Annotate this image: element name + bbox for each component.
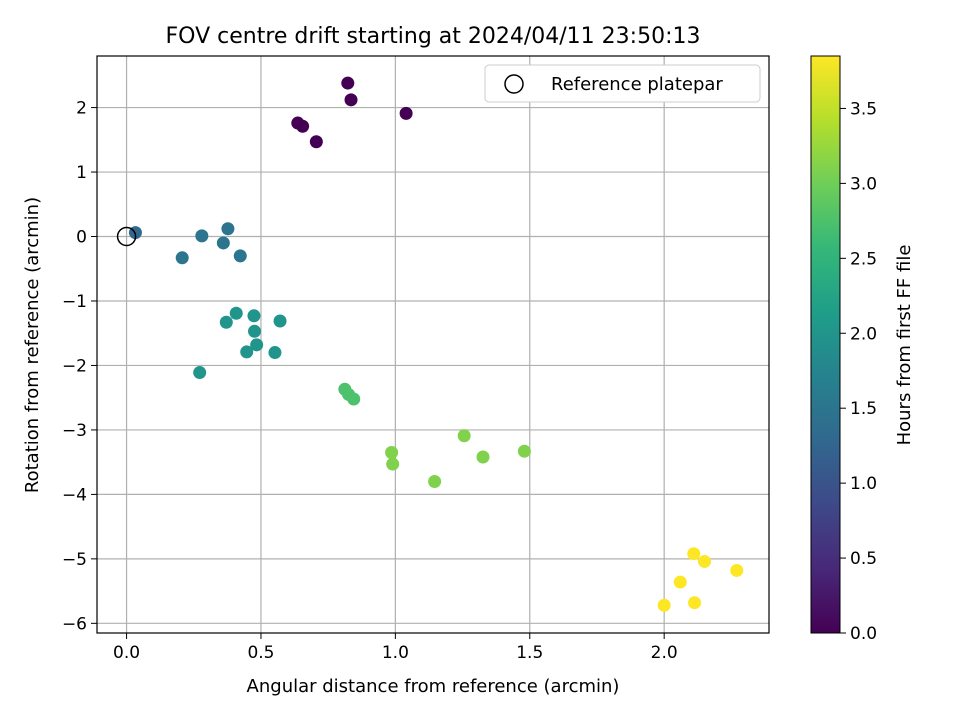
x-tick-label-1: 0.5 bbox=[247, 643, 274, 663]
colorbar-tick-label-2: 1.0 bbox=[850, 474, 877, 494]
colorbar-ticks: 0.0 0.5 1.0 1.5 2.0 2.5 3.0 3.5 bbox=[840, 99, 877, 644]
x-tick-label-4: 2.0 bbox=[651, 643, 678, 663]
data-point-8 bbox=[221, 222, 235, 236]
colorbar-tick-label-6: 3.0 bbox=[850, 174, 877, 194]
colorbar-tick-label-7: 3.5 bbox=[850, 99, 877, 119]
x-tick-label-3: 1.5 bbox=[516, 643, 543, 663]
data-point-0 bbox=[341, 76, 355, 90]
y-tick-label-4: −2 bbox=[62, 356, 87, 376]
data-point-9 bbox=[216, 236, 230, 250]
legend: Reference platepar bbox=[484, 64, 761, 103]
x-tick-label-0: 0.0 bbox=[113, 643, 140, 663]
data-point-20 bbox=[193, 366, 207, 380]
data-point-23 bbox=[347, 392, 361, 406]
y-tick-label-8: 2 bbox=[76, 99, 87, 119]
data-point-12 bbox=[229, 306, 243, 320]
y-tick-label-1: −5 bbox=[62, 550, 87, 570]
y-axis-ticks: −6 −5 −4 −3 −2 −1 0 1 2 bbox=[62, 99, 97, 634]
data-point-34 bbox=[688, 596, 702, 610]
data-point-28 bbox=[476, 450, 490, 464]
data-point-14 bbox=[247, 309, 261, 323]
y-tick-label-2: −4 bbox=[62, 485, 87, 505]
data-point-10 bbox=[175, 251, 189, 265]
data-point-11 bbox=[233, 249, 247, 263]
data-point-33 bbox=[673, 575, 687, 589]
data-point-32 bbox=[730, 563, 744, 577]
y-tick-label-3: −3 bbox=[62, 421, 87, 441]
data-point-16 bbox=[273, 314, 287, 328]
grid-lines bbox=[97, 56, 769, 633]
chart-title: FOV centre drift starting at 2024/04/11 … bbox=[166, 24, 701, 49]
data-point-27 bbox=[457, 429, 471, 443]
x-axis-ticks: 0.0 0.5 1.0 1.5 2.0 bbox=[113, 633, 678, 663]
data-point-25 bbox=[386, 457, 400, 471]
data-point-18 bbox=[240, 345, 254, 359]
data-point-17 bbox=[250, 338, 264, 352]
y-axis-label: Rotation from reference (arcmin) bbox=[22, 197, 43, 493]
data-point-5 bbox=[309, 135, 323, 149]
data-point-1 bbox=[344, 93, 358, 107]
colorbar bbox=[810, 55, 841, 634]
data-point-19 bbox=[268, 346, 282, 360]
colorbar-tick-label-0: 0.0 bbox=[850, 624, 877, 644]
reference-marker bbox=[116, 226, 137, 247]
data-point-31 bbox=[697, 554, 711, 568]
data-point-4 bbox=[296, 119, 310, 133]
data-points bbox=[128, 76, 744, 612]
colorbar-tick-label-5: 2.5 bbox=[850, 249, 877, 269]
colorbar-tick-label-4: 2.0 bbox=[850, 324, 877, 344]
plot-frame bbox=[96, 55, 770, 634]
data-point-26 bbox=[428, 474, 442, 488]
legend-box bbox=[484, 64, 761, 103]
legend-marker bbox=[504, 74, 524, 94]
data-point-24 bbox=[385, 445, 399, 459]
colorbar-label: Hours from first FF file bbox=[894, 245, 915, 446]
data-point-2 bbox=[399, 106, 413, 120]
x-axis-label: Angular distance from reference (arcmin) bbox=[247, 676, 620, 697]
colorbar-tick-label-1: 0.5 bbox=[850, 549, 877, 569]
data-point-15 bbox=[248, 324, 262, 338]
legend-entry-reference: Reference platepar bbox=[551, 74, 723, 95]
data-point-30 bbox=[687, 547, 701, 561]
data-point-29 bbox=[517, 444, 531, 458]
y-tick-label-0: −6 bbox=[62, 614, 87, 634]
y-tick-label-5: −1 bbox=[62, 292, 87, 312]
data-point-35 bbox=[657, 598, 671, 612]
y-tick-label-6: 0 bbox=[76, 228, 87, 248]
data-point-13 bbox=[219, 315, 233, 329]
x-tick-label-2: 1.0 bbox=[382, 643, 409, 663]
data-point-7 bbox=[195, 229, 209, 243]
colorbar-tick-label-3: 1.5 bbox=[850, 399, 877, 419]
y-tick-label-7: 1 bbox=[76, 163, 87, 183]
